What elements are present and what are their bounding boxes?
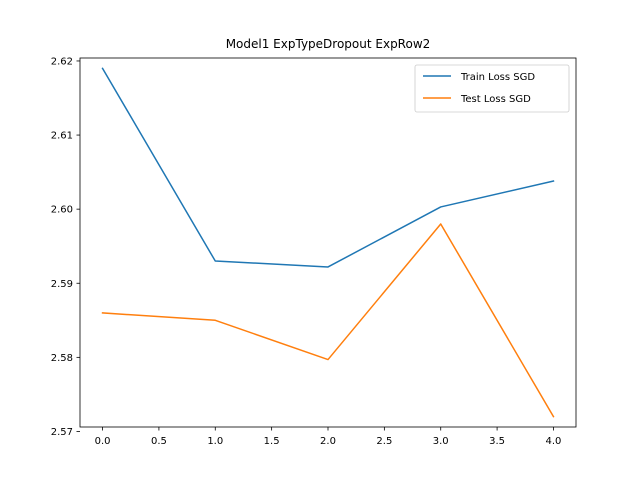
y-tick-label: 2.61 (51, 131, 73, 142)
series-line-train-loss (101, 67, 555, 268)
x-tick-label: 1.5 (264, 436, 280, 447)
x-tick-label: 0.0 (95, 436, 111, 447)
legend-box (414, 64, 570, 113)
plot-area (80, 58, 576, 427)
y-tick-label: 2.60 (51, 205, 73, 216)
x-tick-label: 3.0 (433, 436, 449, 447)
x-axis: 0.0 0.5 1.0 1.5 2.0 2.5 3.0 3.5 4.0 (95, 427, 562, 447)
legend-label-train-loss: Train Loss SGD (460, 72, 535, 83)
x-tick-label: 3.5 (489, 436, 505, 447)
y-tick-label: 2.62 (51, 56, 73, 67)
chart-title: Model1 ExpTypeDropout ExpRow2 (226, 37, 431, 51)
legend-label-test-loss: Test Loss SGD (460, 94, 531, 105)
x-tick-label: 4.0 (546, 436, 562, 447)
legend: Train Loss SGD Test Loss SGD (414, 64, 570, 113)
x-tick-label: 0.5 (151, 436, 167, 447)
x-tick-label: 1.0 (207, 436, 223, 447)
y-tick-label: 2.58 (51, 353, 73, 364)
x-tick-label: 2.0 (320, 436, 336, 447)
y-tick-label: 2.59 (51, 279, 73, 290)
x-tick-label: 2.5 (376, 436, 392, 447)
y-axis: 2.57 2.58 2.59 2.60 2.61 2.62 (51, 56, 80, 438)
series-line-test-loss (101, 223, 555, 418)
y-tick-label: 2.57 (51, 427, 73, 438)
series-layer (101, 67, 555, 418)
